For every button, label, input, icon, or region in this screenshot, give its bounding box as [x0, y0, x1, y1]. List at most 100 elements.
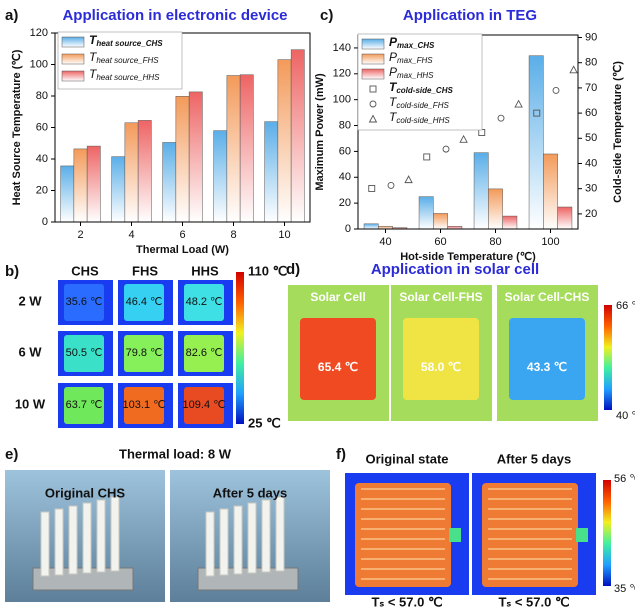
x-tick-label: 6	[179, 229, 185, 241]
bar	[112, 157, 125, 222]
temperature: 46.4 ℃	[126, 296, 163, 308]
hot-region	[509, 318, 585, 400]
y-tick-label: 80	[339, 119, 351, 131]
y-tick-label: 60	[36, 121, 48, 133]
bar	[278, 60, 291, 222]
panel-title: Application in solar cell	[371, 261, 539, 278]
x-tick-label: 8	[230, 229, 236, 241]
column-header: Solar Cell-FHS	[399, 290, 482, 304]
fin	[234, 506, 242, 574]
fin	[83, 503, 91, 573]
bar	[176, 96, 189, 222]
fin	[248, 503, 256, 573]
marker	[443, 146, 449, 152]
x-tick-label: 2	[77, 229, 83, 241]
legend-swatch	[62, 37, 84, 47]
temperature: 58.0 ℃	[421, 360, 461, 374]
photo-caption: Original CHS	[45, 485, 126, 500]
figure: a)Application in electronic device020406…	[0, 0, 635, 610]
outlet	[449, 528, 461, 542]
marker	[460, 136, 467, 143]
colorbar	[603, 480, 611, 586]
panel-label: b)	[5, 263, 19, 280]
bar	[214, 131, 227, 222]
bar	[61, 166, 74, 222]
bar	[503, 216, 517, 229]
y-tick-label: 0	[42, 216, 48, 228]
x-tick-label: 4	[128, 229, 134, 241]
hot-region	[403, 318, 479, 400]
y-tick-label: 80	[36, 90, 48, 102]
temperature: 82.6 ℃	[186, 347, 223, 359]
bar	[488, 189, 502, 229]
bar	[189, 92, 202, 222]
marker	[553, 87, 559, 93]
bar	[138, 120, 151, 222]
colorbar	[604, 305, 612, 410]
bar	[265, 122, 278, 222]
bar	[433, 213, 447, 229]
temperature: 109.4 ℃	[183, 399, 226, 411]
y2-tick-label: 30	[585, 183, 597, 195]
marker	[369, 185, 375, 191]
fin	[262, 500, 270, 572]
hot-region	[300, 318, 376, 400]
panel-label: c)	[320, 7, 333, 24]
x-tick-label: 10	[278, 229, 290, 241]
temperature: 63.7 ℃	[66, 399, 103, 411]
fin	[206, 512, 214, 576]
legend-swatch	[62, 71, 84, 81]
fin	[55, 509, 63, 575]
marker	[515, 101, 522, 108]
y-axis-label: Heat Source Temperature (℃)	[11, 49, 23, 205]
temperature: 50.5 ℃	[66, 347, 103, 359]
panel-label: d)	[286, 261, 300, 278]
panel-label: f)	[336, 446, 346, 463]
outlet	[576, 528, 588, 542]
column-header: Solar Cell-CHS	[505, 290, 590, 304]
fin	[111, 497, 119, 571]
panel-title: Thermal load: 8 W	[119, 446, 232, 461]
bar	[558, 207, 572, 229]
x-tick-label: 60	[434, 236, 446, 248]
colorbar	[236, 272, 244, 424]
y2-tick-label: 20	[585, 208, 597, 220]
colorbar-min: 35 ℃	[614, 583, 635, 595]
caption: Tₛ < 57.0 ℃	[371, 594, 442, 609]
y-tick-label: 60	[339, 145, 351, 157]
marker	[424, 154, 430, 160]
bar	[125, 123, 138, 222]
y-axis-label: Maximum Power (mW)	[314, 73, 326, 191]
x-tick-label: 100	[541, 236, 559, 248]
bar	[240, 75, 253, 222]
row-header: 2 W	[18, 293, 42, 308]
marker	[479, 130, 485, 136]
row-header: 6 W	[18, 344, 42, 359]
colorbar-max: 56 ℃	[614, 473, 635, 485]
chart-title: Application in TEG	[403, 7, 537, 24]
y2-tick-label: 60	[585, 107, 597, 119]
legend-swatch	[362, 39, 384, 49]
y-tick-label: 100	[333, 94, 351, 106]
fin	[276, 497, 284, 571]
panel-label: a)	[5, 7, 18, 24]
y2-tick-label: 80	[585, 57, 597, 69]
colorbar-min: 40 ℃	[616, 410, 635, 422]
y2-tick-label: 90	[585, 31, 597, 43]
bar	[74, 149, 87, 222]
column-header: After 5 days	[497, 451, 571, 466]
x-axis-label: Thermal Load (W)	[136, 244, 229, 256]
colorbar-max: 110 ℃	[248, 263, 287, 278]
bar	[87, 146, 100, 222]
marker	[388, 182, 394, 188]
legend-swatch	[362, 54, 384, 64]
y-tick-label: 20	[36, 184, 48, 196]
column-header: HHS	[191, 263, 219, 278]
y-tick-label: 0	[345, 223, 351, 235]
y-tick-label: 40	[36, 153, 48, 165]
x-tick-label: 80	[489, 236, 501, 248]
bar	[529, 56, 543, 229]
bar	[163, 142, 176, 222]
temperature: 103.1 ℃	[123, 399, 166, 411]
y-tick-label: 100	[30, 58, 48, 70]
